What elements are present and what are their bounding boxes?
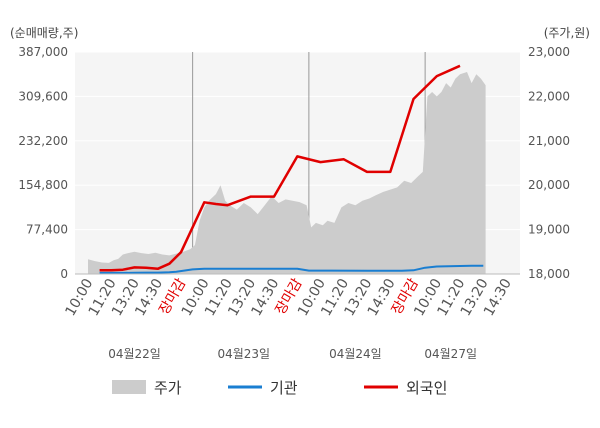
right-tick-label: 22,000 bbox=[528, 89, 570, 103]
legend-swatch-price bbox=[112, 380, 146, 394]
left-tick-label: 387,000 bbox=[18, 45, 68, 59]
left-tick-label: 309,600 bbox=[18, 89, 68, 103]
date-label: 04월23일 bbox=[217, 347, 270, 361]
left-tick-label: 0 bbox=[60, 267, 68, 281]
foreigner-line bbox=[99, 64, 461, 272]
date-label: 04월27일 bbox=[424, 347, 477, 361]
date-label: 04월22일 bbox=[108, 347, 161, 361]
institution-line bbox=[99, 264, 484, 274]
date-label: 04월24일 bbox=[329, 347, 382, 361]
right-tick-label: 23,000 bbox=[528, 45, 570, 59]
left-tick-label: 154,800 bbox=[18, 178, 68, 192]
right-tick-label: 20,000 bbox=[528, 178, 570, 192]
legend-label: 주가 bbox=[154, 379, 182, 397]
right-unit-label: (주가,원) bbox=[544, 26, 590, 40]
right-tick-label: 18,000 bbox=[528, 267, 570, 281]
right-tick-label: 19,000 bbox=[528, 223, 570, 237]
left-unit-label: (순매매량,주) bbox=[10, 26, 78, 40]
legend-label: 기관 bbox=[270, 379, 298, 397]
left-tick-label: 232,200 bbox=[18, 134, 68, 148]
right-tick-label: 21,000 bbox=[528, 134, 570, 148]
price-area bbox=[88, 72, 486, 274]
legend-label: 외국인 bbox=[406, 379, 447, 397]
left-tick-label: 77,400 bbox=[26, 223, 68, 237]
